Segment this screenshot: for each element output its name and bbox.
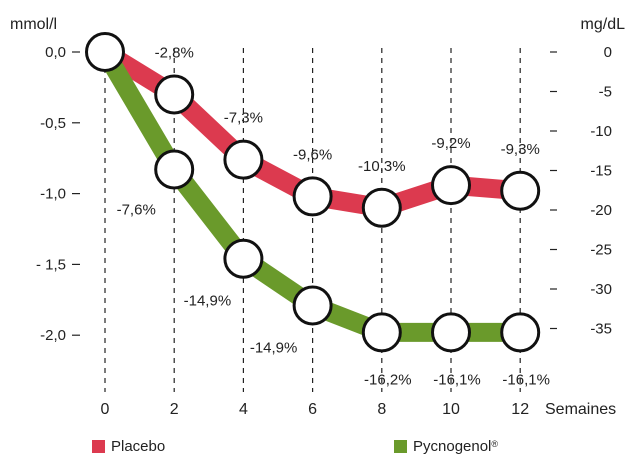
right-tick-label-0: 0 bbox=[604, 44, 612, 61]
point-placebo-5 bbox=[431, 165, 471, 206]
right-tick-label-6: -30 bbox=[590, 281, 612, 298]
data-label-pycnogenol-5: -16,1% bbox=[433, 371, 481, 388]
data-label-pycnogenol-6: -16,1% bbox=[502, 371, 550, 388]
point-pycnogenol-3 bbox=[292, 285, 333, 326]
left-tick-label-3: - 1,5 bbox=[36, 256, 66, 273]
right-axis-unit: mg/dL bbox=[581, 16, 626, 33]
point-placebo-3 bbox=[292, 176, 333, 217]
data-label-placebo-6: -9,3% bbox=[501, 141, 540, 158]
data-label-pycnogenol-3: -14,9% bbox=[250, 339, 298, 356]
legend-pycnogenol-registered: ® bbox=[491, 438, 499, 449]
data-label-pycnogenol-2: -14,9% bbox=[184, 293, 232, 310]
legend-placebo: Placebo bbox=[92, 438, 165, 455]
point-pycnogenol-4 bbox=[361, 312, 402, 353]
x-tick-label-6: 12 bbox=[511, 401, 529, 418]
point-pycnogenol-1 bbox=[154, 149, 195, 190]
x-tick-label-5: 10 bbox=[442, 401, 460, 418]
x-tick-label-1: 2 bbox=[170, 401, 179, 418]
legend-pycnogenol-swatch bbox=[394, 440, 407, 453]
right-tick-label-4: -20 bbox=[590, 202, 612, 219]
point-pycnogenol-5 bbox=[431, 312, 471, 353]
x-tick-label-0: 0 bbox=[101, 401, 110, 418]
legend-pycnogenol: Pycnogenol ® bbox=[394, 438, 498, 455]
right-tick-label-5: -25 bbox=[590, 242, 612, 259]
right-tick-label-3: -15 bbox=[590, 163, 612, 180]
data-label-pycnogenol-4: -16,2% bbox=[364, 371, 412, 388]
x-axis-label: Semaines bbox=[545, 401, 616, 418]
x-tick-label-2: 4 bbox=[239, 401, 248, 418]
point-pycnogenol-2 bbox=[223, 238, 264, 279]
left-axis-unit: mmol/l bbox=[10, 16, 57, 33]
right-tick-label-2: -10 bbox=[590, 123, 612, 140]
point-placebo-0 bbox=[85, 32, 125, 72]
x-tick-label-3: 6 bbox=[308, 401, 317, 418]
data-label-placebo-5: -9,2% bbox=[431, 135, 470, 152]
left-tick-label-2: -1,0 bbox=[40, 186, 66, 203]
left-tick-label-4: -2,0 bbox=[40, 327, 66, 344]
data-label-placebo-3: -9,6% bbox=[293, 146, 332, 163]
legend-placebo-label: Placebo bbox=[111, 438, 166, 455]
data-label-pycnogenol-1: -7,6% bbox=[117, 202, 156, 219]
data-label-placebo-4: -10,3% bbox=[358, 158, 406, 175]
right-tick-label-7: -35 bbox=[590, 321, 612, 338]
point-placebo-2 bbox=[223, 139, 264, 180]
x-tick-label-4: 8 bbox=[377, 401, 386, 418]
point-placebo-6 bbox=[500, 170, 541, 211]
left-tick-label-0: 0,0 bbox=[45, 44, 66, 61]
data-label-placebo-2: -7,3% bbox=[224, 110, 263, 127]
legend-placebo-swatch bbox=[92, 440, 105, 453]
right-tick-label-1: -5 bbox=[599, 84, 612, 101]
point-placebo-1 bbox=[154, 74, 195, 115]
point-pycnogenol-6 bbox=[500, 312, 541, 353]
point-placebo-4 bbox=[361, 187, 402, 228]
data-label-placebo-1: -2,8% bbox=[155, 44, 194, 61]
legend-pycnogenol-label: Pycnogenol bbox=[413, 438, 492, 455]
left-tick-label-1: -0,5 bbox=[40, 115, 66, 132]
